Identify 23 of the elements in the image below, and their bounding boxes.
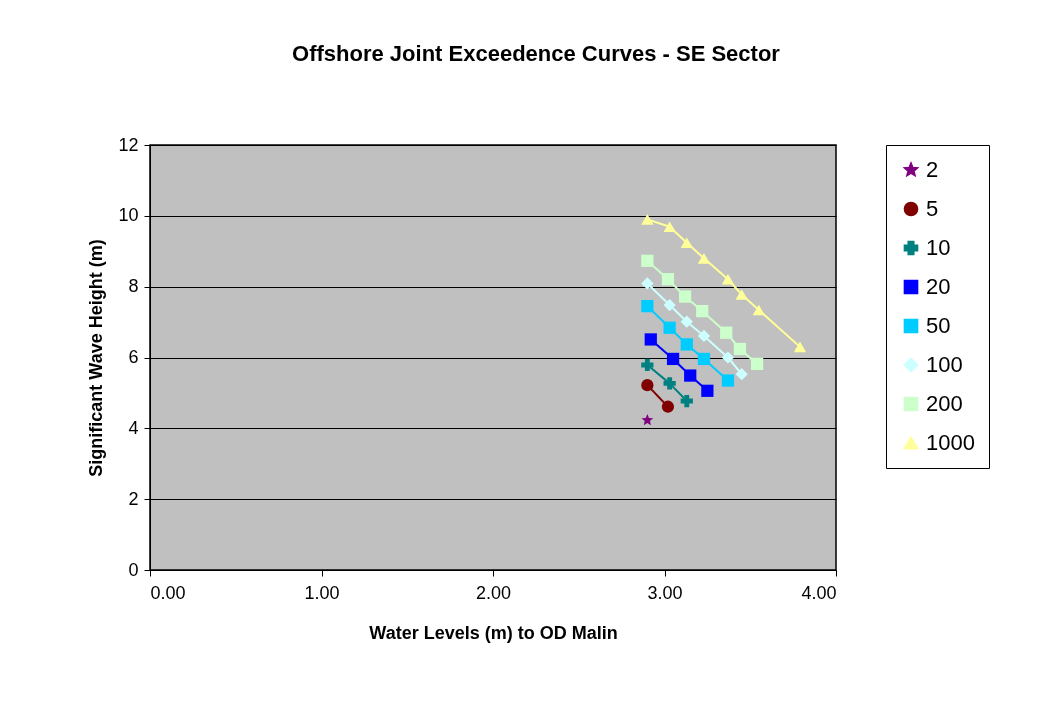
y-tick-label: 8 xyxy=(128,276,139,297)
x-tick-label: 3.00 xyxy=(647,582,683,603)
y-tick-label: 12 xyxy=(118,134,139,155)
x-tick-label: 0.00 xyxy=(150,582,186,603)
x-tick-label: 1.00 xyxy=(304,582,340,603)
legend-label: 100 xyxy=(926,352,963,377)
legend-label: 10 xyxy=(926,235,951,260)
y-tick-label: 0 xyxy=(128,559,139,580)
legend-label: 50 xyxy=(926,313,951,338)
x-axis-title: Water Levels (m) to OD Malin xyxy=(369,622,618,643)
y-axis-title: Significant Wave Height (m) xyxy=(86,239,107,477)
y-tick-label: 2 xyxy=(128,488,139,509)
x-tick-label: 4.00 xyxy=(801,582,837,603)
legend-label: 1000 xyxy=(926,430,975,455)
y-tick-label: 6 xyxy=(128,347,139,367)
legend-label: 2 xyxy=(926,157,939,182)
legend-label: 20 xyxy=(926,274,951,299)
y-tick-label: 10 xyxy=(118,205,139,226)
x-tick-label: 2.00 xyxy=(475,582,512,603)
chart-title: Offshore Joint Exceedence Curves - SE Sector xyxy=(292,41,781,66)
y-tick-label: 4 xyxy=(128,417,139,438)
legend-label: 5 xyxy=(926,196,939,221)
legend-label: 200 xyxy=(926,391,963,416)
